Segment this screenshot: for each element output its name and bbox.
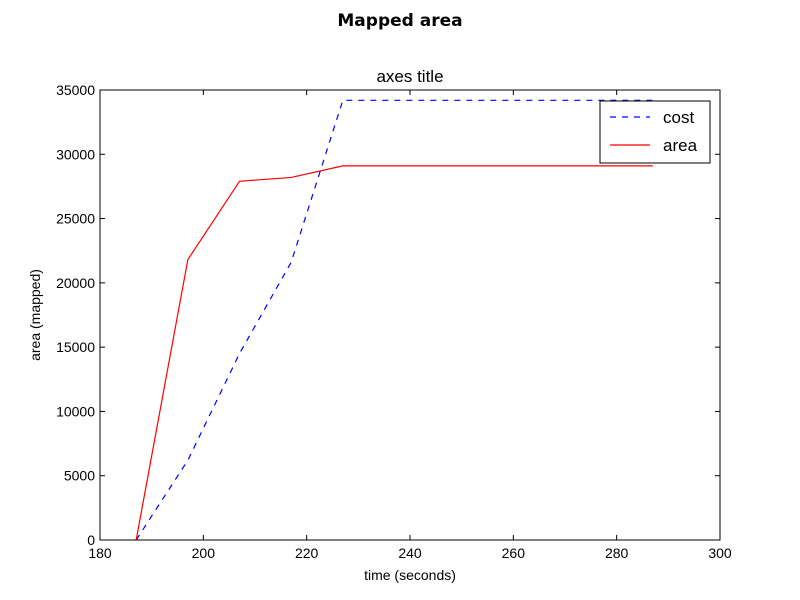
series-line-area: [135, 165, 653, 541]
x-tick-label: 260: [502, 545, 526, 561]
y-axis-label: area (mapped): [27, 269, 43, 361]
figure-title: Mapped area: [337, 11, 462, 31]
y-tick-label: 10000: [56, 403, 95, 419]
y-tick-label: 35000: [56, 82, 95, 98]
x-tick-label: 200: [192, 545, 216, 561]
y-tick-label: 5000: [64, 468, 95, 484]
series-line-cost: [135, 99, 653, 541]
y-tick-label: 20000: [56, 275, 95, 291]
y-tick-label: 30000: [56, 146, 95, 162]
axes-title: axes title: [376, 67, 443, 86]
y-tick-label: 15000: [56, 339, 95, 355]
ticks-layer: 180 200 220 240 260 280 300 0 5000 10000 15000 2000…: [56, 82, 732, 561]
series-layer: [135, 99, 653, 541]
x-tick-label: 240: [398, 545, 422, 561]
plot-area: [100, 90, 720, 540]
x-tick-label: 180: [88, 545, 112, 561]
legend-label-area: area: [663, 136, 698, 155]
legend-box: [599, 100, 711, 164]
y-tick-label: 25000: [56, 211, 95, 227]
x-axis-label: time (seconds): [364, 567, 456, 583]
legend-label-cost: cost: [663, 108, 694, 127]
x-tick-label: 280: [605, 545, 629, 561]
legend: cost area: [599, 100, 711, 164]
y-tick-label: 0: [87, 532, 95, 548]
x-tick-label: 220: [295, 545, 319, 561]
x-tick-label: 300: [708, 545, 732, 561]
